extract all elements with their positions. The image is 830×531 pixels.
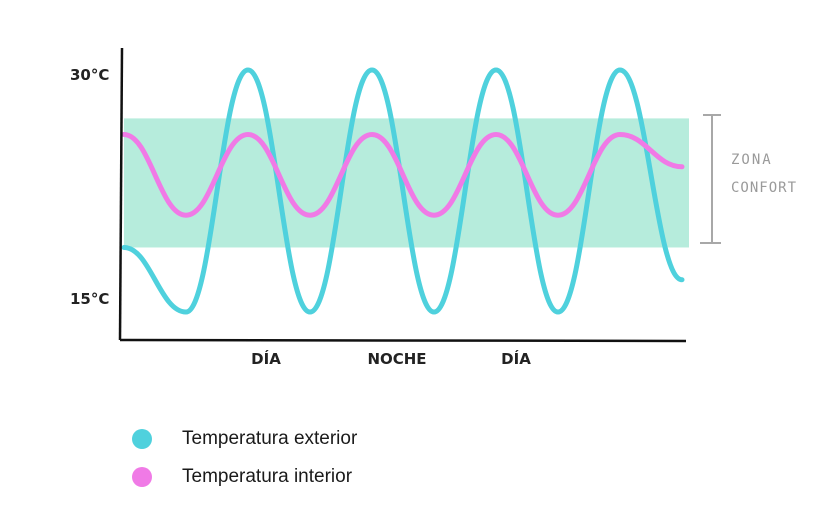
legend: Temperatura exterior Temperatura interio… xyxy=(132,420,357,496)
series-line-exterior xyxy=(121,67,685,315)
legend-item: Temperatura interior xyxy=(132,458,357,496)
comfort-zone-label: ZONA xyxy=(731,152,773,168)
y-tick-label: 15°C xyxy=(70,290,109,308)
series-line-interior xyxy=(121,132,685,218)
x-axis xyxy=(119,338,687,343)
legend-label: Temperatura interior xyxy=(182,466,353,487)
y-tick-label: 30°C xyxy=(70,66,109,84)
legend-item: Temperatura exterior xyxy=(132,420,357,458)
legend-marker-interior xyxy=(132,467,152,487)
y-axis xyxy=(118,47,124,341)
x-tick-label: NOCHE xyxy=(367,350,426,368)
legend-label: Temperatura exterior xyxy=(182,428,358,449)
comfort-zone-label: CONFORT xyxy=(731,180,797,196)
x-tick-label: DÍA xyxy=(251,349,281,368)
x-tick-label: DÍA xyxy=(501,349,531,368)
comfort-zone-bracket xyxy=(700,114,721,244)
legend-marker-exterior xyxy=(132,429,152,449)
